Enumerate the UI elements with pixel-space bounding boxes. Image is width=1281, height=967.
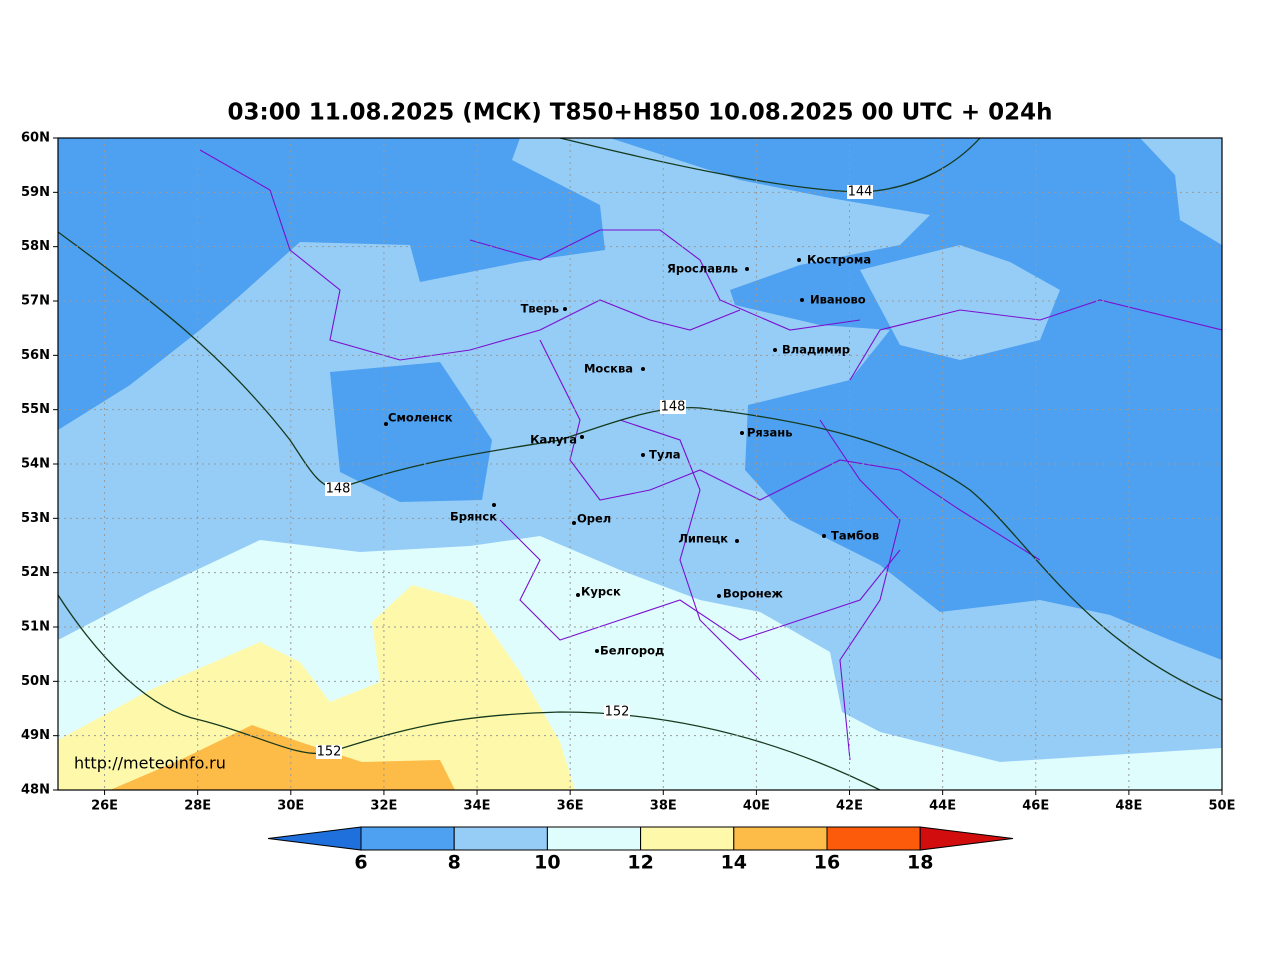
colorbar-label: 14 (721, 852, 747, 874)
city-dot (797, 258, 801, 262)
contour-label-bg (847, 185, 873, 199)
colorbar-label: 6 (354, 852, 367, 874)
lon-label: 42E (836, 799, 863, 814)
graticule (58, 138, 1222, 790)
city-label: Липецк (678, 532, 728, 546)
city-dot (595, 649, 599, 653)
city-dot (641, 367, 645, 371)
city-dot (717, 594, 721, 598)
city-dot (563, 307, 567, 311)
lat-label: 51N (21, 620, 50, 635)
city-dot (822, 534, 826, 538)
contour-label-bg (660, 400, 686, 414)
city-dot (576, 593, 580, 597)
city-dot (384, 422, 388, 426)
city-dot (641, 453, 645, 457)
colorbar-box (453, 826, 548, 851)
lon-label: 32E (370, 799, 397, 814)
lon-label: 44E (929, 799, 956, 814)
lon-label: 36E (557, 799, 584, 814)
lat-label: 50N (21, 674, 50, 689)
contour-label: 144 (848, 185, 873, 200)
contour-label: 152 (605, 705, 630, 720)
lon-label: 48E (1115, 799, 1142, 814)
lon-label: 34E (464, 799, 491, 814)
city-label: Москва (584, 362, 633, 376)
lon-label: 38E (650, 799, 677, 814)
city-label: Белгород (600, 644, 664, 658)
city-label: Рязань (747, 426, 792, 440)
lat-label: 59N (21, 185, 50, 200)
lat-label: 58N (21, 239, 50, 254)
city-dot (572, 521, 576, 525)
lon-label: 50E (1209, 799, 1236, 814)
colorbar-over (919, 826, 1014, 851)
city-label: Иваново (810, 293, 866, 307)
contour-label: 152 (317, 745, 342, 760)
colorbar-label: 12 (627, 852, 653, 874)
lat-label: 54N (21, 457, 50, 472)
contour-label-bg (604, 705, 630, 719)
lon-label: 40E (743, 799, 770, 814)
city-label: Курск (581, 585, 621, 599)
lat-label: 52N (21, 565, 50, 580)
city-label: Орел (577, 512, 611, 526)
lon-label: 26E (91, 799, 118, 814)
city-label: Калуга (530, 433, 577, 447)
colorbar-label: 10 (534, 852, 560, 874)
city-dot (740, 431, 744, 435)
lat-label: 48N (21, 783, 50, 798)
colorbar: 6 8 10 12 14 16 18 (267, 826, 1014, 874)
city-label: Брянск (450, 510, 497, 524)
lon-label: 46E (1022, 799, 1049, 814)
contour-label-bg (316, 745, 342, 759)
lat-label: 53N (21, 511, 50, 526)
colorbar-box (546, 826, 642, 851)
city-dot (492, 503, 496, 507)
colorbar-under (267, 826, 362, 851)
city-label: Смоленск (388, 411, 453, 425)
lat-label: 56N (21, 348, 50, 363)
city-label: Ярославль (667, 262, 738, 276)
lon-label: 30E (277, 799, 304, 814)
city-label: Владимир (782, 343, 850, 357)
colorbar-box (733, 826, 828, 851)
lat-label: 55N (21, 402, 50, 417)
city-label: Тверь (521, 302, 559, 316)
contour-label-bg (325, 482, 351, 496)
lat-label: 49N (21, 728, 50, 743)
city-label: Тамбов (831, 529, 879, 543)
city-dot (580, 435, 584, 439)
lat-label: 60N (21, 131, 50, 146)
colorbar-label: 18 (907, 852, 933, 874)
lat-label: 57N (21, 294, 50, 309)
city-label: Кострома (807, 253, 871, 267)
city-dot (773, 348, 777, 352)
map-title: 03:00 11.08.2025 (МСК) T850+H850 10.08.2… (227, 100, 1052, 126)
city-dot (800, 298, 804, 302)
colorbar-box (360, 826, 455, 851)
contour-label: 148 (661, 400, 686, 415)
city-label: Тула (649, 448, 681, 462)
colorbar-box (826, 826, 921, 851)
contour-label: 148 (326, 482, 351, 497)
city-label: Воронеж (723, 587, 784, 601)
colorbar-box (640, 826, 735, 851)
colorbar-label: 8 (448, 852, 461, 874)
lon-label: 28E (184, 799, 211, 814)
colorbar-label: 16 (814, 852, 840, 874)
credit: http://meteoinfo.ru (74, 754, 226, 773)
city-dot (735, 539, 739, 543)
city-dot (745, 267, 749, 271)
